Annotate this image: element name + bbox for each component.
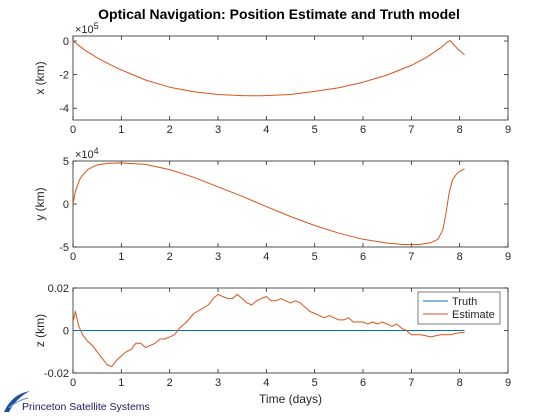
y-tick-label: -4 xyxy=(59,103,69,115)
x-tick-label: 2 xyxy=(167,124,173,136)
x-tick-label: 6 xyxy=(360,377,366,389)
legend-label: Estimate xyxy=(452,309,495,321)
y-exponent-label: ×104 xyxy=(75,146,99,161)
x-tick-label: 5 xyxy=(312,251,318,263)
y-tick-label: 0 xyxy=(63,326,69,338)
x-tick-label: 3 xyxy=(215,377,221,389)
x-tick-label: 4 xyxy=(263,377,269,389)
y-tick-label: -2 xyxy=(59,70,69,82)
legend-label: Truth xyxy=(452,296,477,308)
x-tick-label: 8 xyxy=(457,377,463,389)
subplot-3: 0 1 2 3 4 5 6 7 8 90.020-0.02z (km)Time (days)Tru… xyxy=(33,283,511,406)
x-tick-label: 4 xyxy=(263,124,269,136)
x-tick-label: 0 xyxy=(70,377,76,389)
x-tick-label: 7 xyxy=(408,377,414,389)
y-tick-label: -0.02 xyxy=(44,368,69,380)
x-tick-label: 5 xyxy=(312,124,318,136)
series-line-1 xyxy=(72,40,465,97)
y-axis-label: x (km) xyxy=(33,61,47,94)
princeton-satellite-systems-logo-icon xyxy=(4,391,30,412)
x-tick-label: 0 xyxy=(70,251,76,263)
y-exponent-label: ×105 xyxy=(75,21,99,36)
subplot-1: 0 1 2 3 4 5 6 7 8 9 0 -2 -4 ×105 x (km) xyxy=(33,21,511,136)
y-axis-label: y (km) xyxy=(33,187,47,220)
x-tick-label: 9 xyxy=(505,124,511,136)
chart-title: Optical Navigation: Position Estimate an… xyxy=(98,6,460,22)
x-tick-label: 7 xyxy=(408,124,414,136)
x-tick-label: 8 xyxy=(457,124,463,136)
x-tick-label: 3 xyxy=(215,251,221,263)
y-tick-label: -5 xyxy=(59,242,69,254)
y-tick-label: 0.02 xyxy=(48,283,69,295)
series-line-1 xyxy=(72,162,465,246)
x-tick-label: 1 xyxy=(118,251,124,263)
x-tick-label: 2 xyxy=(167,251,173,263)
x-tick-label: 1 xyxy=(118,124,124,136)
series-line-estimate xyxy=(72,293,465,368)
x-tick-label: 6 xyxy=(360,251,366,263)
axes-box xyxy=(72,35,509,121)
x-tick-label: 0 xyxy=(70,124,76,136)
legend-box xyxy=(417,291,501,325)
x-tick-label: 9 xyxy=(505,377,511,389)
x-tick-label: 3 xyxy=(215,124,221,136)
y-tick-label: 5 xyxy=(63,156,69,168)
x-tick-label: 6 xyxy=(360,124,366,136)
y-tick-label: 0 xyxy=(63,36,69,48)
x-tick-label: 9 xyxy=(505,251,511,263)
y-tick-label: 0 xyxy=(63,199,69,211)
x-tick-label: 4 xyxy=(263,251,269,263)
x-tick-label: 8 xyxy=(457,251,463,263)
x-tick-label: 5 xyxy=(312,377,318,389)
x-tick-label: 7 xyxy=(408,251,414,263)
logo-text: Princeton Satellite Systems xyxy=(22,401,150,413)
y-axis-label: z (km) xyxy=(33,314,47,347)
x-axis-label: Time (days) xyxy=(259,392,322,406)
axes-box xyxy=(72,160,509,248)
x-tick-label: 1 xyxy=(118,377,124,389)
x-tick-label: 2 xyxy=(167,377,173,389)
